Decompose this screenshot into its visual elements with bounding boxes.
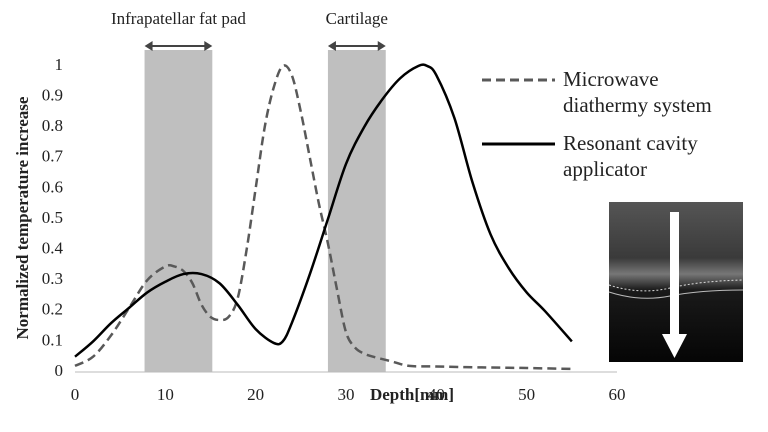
arrow-head (144, 41, 153, 51)
y-tick-label: 1 (55, 55, 64, 74)
y-tick-label: 0.3 (42, 269, 63, 288)
shaded-region (144, 50, 213, 372)
y-tick-label: 0 (55, 361, 64, 380)
x-tick-label: 60 (609, 385, 626, 404)
series-line (74, 63, 573, 358)
x-tick-label: 20 (247, 385, 264, 404)
x-tick-label: 50 (518, 385, 535, 404)
region-label: Infrapatellar fat pad (111, 9, 246, 28)
legend-label: Microwave diathermy system (563, 67, 712, 117)
shaded-region (327, 50, 386, 372)
y-tick-label: 0.4 (42, 239, 64, 258)
y-tick-label: 0.7 (42, 147, 64, 166)
x-tick-label: 30 (338, 385, 355, 404)
x-tick-label: 0 (71, 385, 80, 404)
x-axis-label: Depth[mm] (370, 385, 454, 404)
y-tick-label: 0.5 (42, 208, 63, 227)
y-tick-label: 0.6 (42, 177, 63, 196)
ultrasound-inset (608, 202, 744, 362)
x-tick-label: 10 (157, 385, 174, 404)
y-tick-label: 0.2 (42, 300, 63, 319)
series-line (74, 64, 572, 371)
y-tick-label: 0.9 (42, 86, 63, 105)
y-tick-label: 0.8 (42, 116, 63, 135)
legend-label: Resonant cavity applicator (563, 131, 698, 181)
region-label: Cartilage (326, 9, 388, 28)
arrow-head (377, 41, 386, 51)
y-axis-label: Normalized temperature increase (13, 96, 32, 339)
arrow-head (204, 41, 213, 51)
y-tick-label: 0.1 (42, 330, 63, 349)
x-tick-label: 40 (428, 385, 445, 404)
arrow-head (327, 41, 336, 51)
